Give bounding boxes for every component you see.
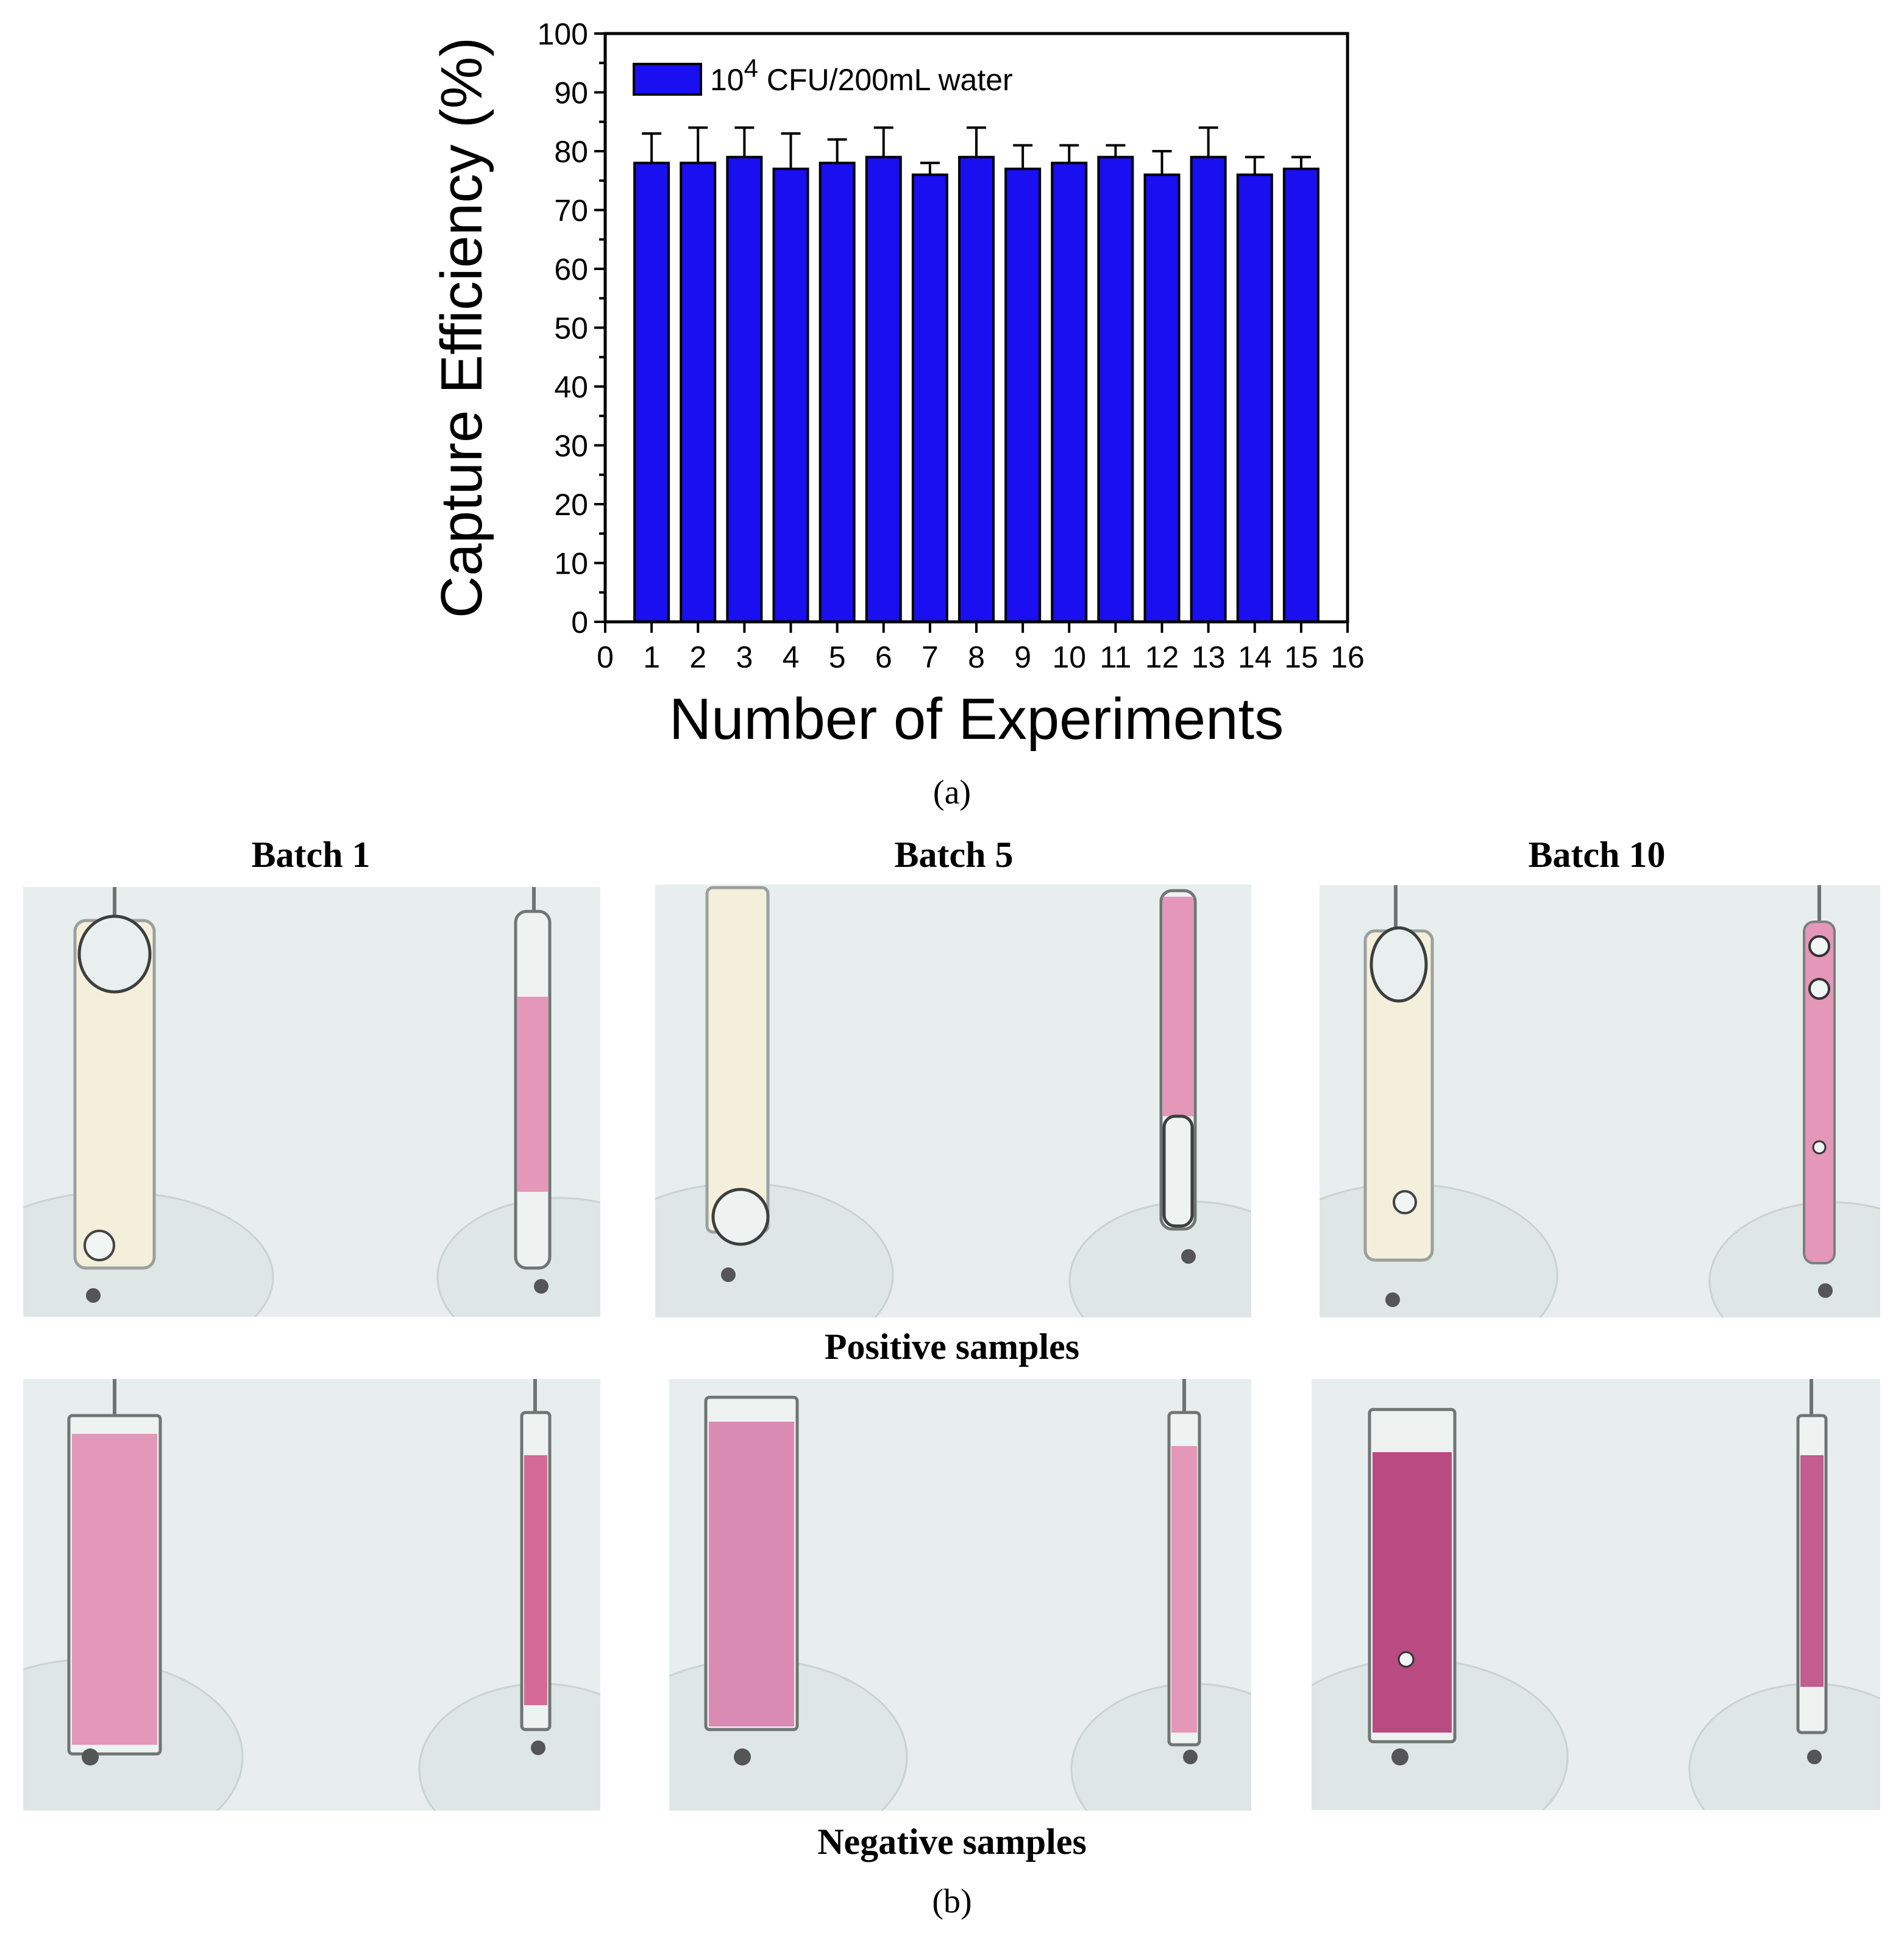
bar-3 [726, 155, 763, 623]
x-tick-label-12: 12 [1145, 640, 1179, 674]
bar-14 [1236, 173, 1273, 624]
bar-1 [633, 162, 670, 623]
x-tick-label-0: 0 [597, 640, 614, 674]
y-tick-label-70: 70 [554, 194, 588, 228]
x-tick-label-7: 7 [922, 640, 939, 674]
x-tick-label-4: 4 [783, 640, 800, 674]
bar-12 [1143, 173, 1181, 624]
panel-b-label: (b) [932, 1883, 972, 1920]
batch-10-heading: Batch 10 [1528, 835, 1666, 875]
x-tick-label-16: 16 [1330, 640, 1365, 674]
y-tick-label-90: 90 [554, 76, 588, 110]
positive-samples-label: Positive samples [824, 1327, 1080, 1367]
bar-5 [819, 162, 856, 623]
y-tick-label-50: 50 [554, 312, 588, 346]
x-tick-label-15: 15 [1284, 640, 1318, 674]
bar-7 [911, 173, 948, 624]
photo-batch-5-negative [669, 1379, 1251, 1811]
x-tick-label-14: 14 [1238, 640, 1272, 674]
y-axis-title: Capture Efficiency (%) [429, 37, 494, 618]
bar-2 [680, 162, 717, 623]
y-tick-label-10: 10 [554, 547, 588, 581]
x-tick-label-11: 11 [1099, 640, 1131, 674]
x-tick-label-2: 2 [689, 640, 706, 674]
batch-5-heading: Batch 5 [894, 835, 1014, 875]
bar-4 [772, 167, 809, 623]
y-tick-label-0: 0 [571, 605, 588, 640]
bar-15 [1282, 167, 1320, 623]
y-tick-label-40: 40 [554, 370, 588, 404]
x-tick-label-10: 10 [1052, 640, 1086, 674]
x-tick-label-13: 13 [1192, 640, 1226, 674]
bar-10 [1051, 162, 1088, 623]
x-tick-label-9: 9 [1014, 640, 1031, 674]
y-tick-label-100: 100 [538, 17, 588, 51]
x-tick-label-1: 1 [643, 640, 660, 674]
x-tick-label-5: 5 [829, 640, 846, 674]
y-tick-label-30: 30 [554, 429, 588, 463]
y-tick-label-80: 80 [554, 135, 588, 169]
legend-swatch [633, 63, 702, 96]
negative-samples-label: Negative samples [817, 1822, 1087, 1862]
legend-label: 104 CFU/200mL water [710, 54, 1013, 97]
x-tick-label-3: 3 [736, 640, 753, 674]
bar-6 [865, 155, 902, 623]
panel-a-label: (a) [932, 774, 972, 811]
bar-9 [1004, 167, 1042, 623]
bar-11 [1097, 155, 1134, 623]
photo-batch-10-negative [1312, 1379, 1880, 1810]
photo-batch-1-negative [23, 1379, 600, 1811]
x-axis-title: Number of Experiments [669, 686, 1284, 752]
bar-8 [958, 155, 995, 623]
photo-batch-5-positive [655, 885, 1251, 1317]
bar-13 [1190, 155, 1227, 623]
photo-batch-10-positive [1320, 885, 1880, 1317]
batch-1-heading: Batch 1 [251, 835, 371, 875]
x-tick-label-8: 8 [968, 640, 985, 674]
y-tick-label-20: 20 [554, 488, 588, 522]
y-tick-label-60: 60 [554, 252, 588, 287]
photo-batch-1-positive [23, 887, 600, 1317]
x-tick-label-6: 6 [875, 640, 892, 674]
